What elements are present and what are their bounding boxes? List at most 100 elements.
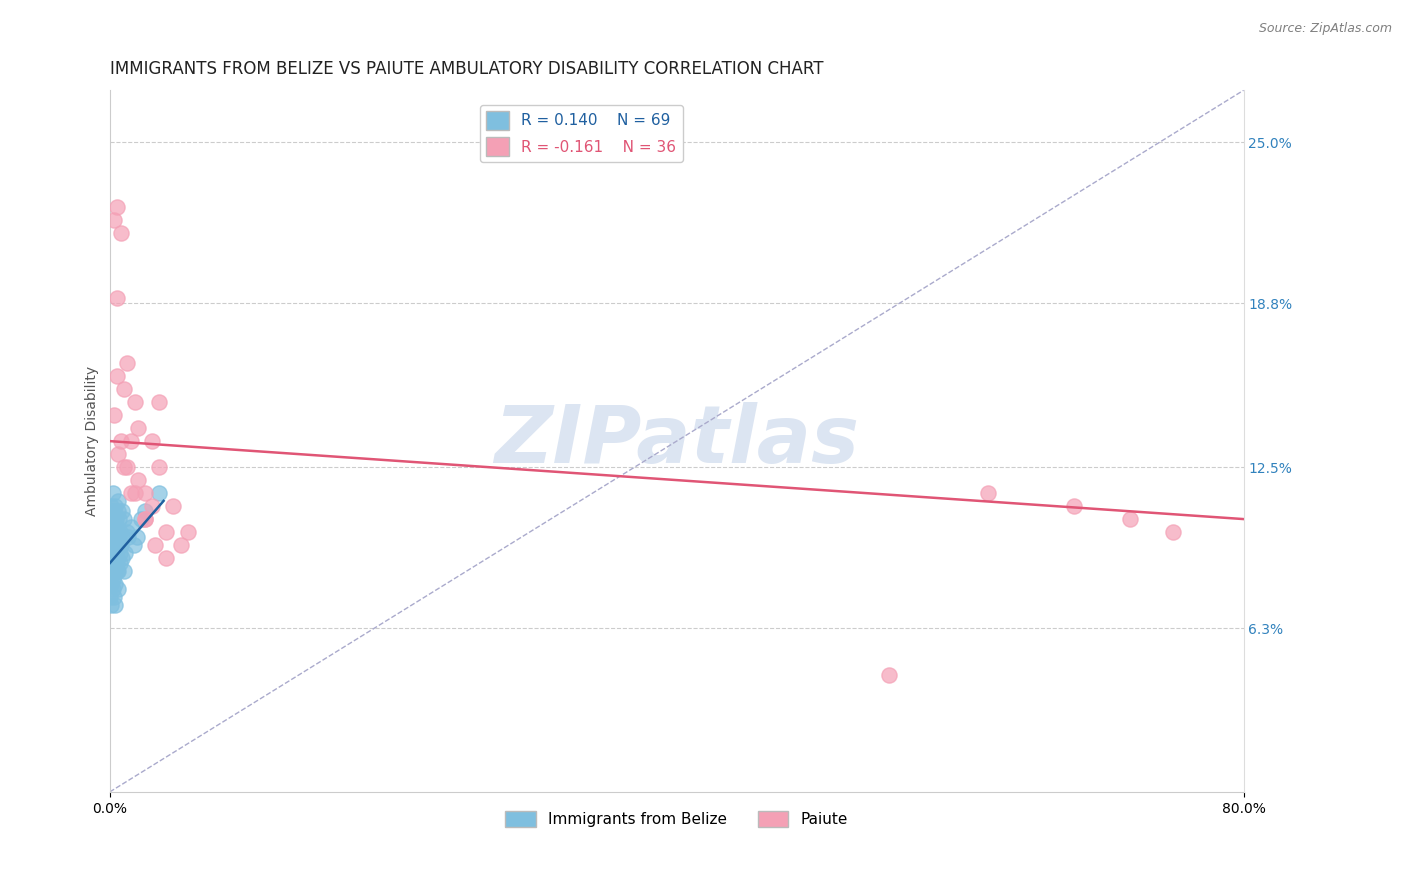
Point [101,538,124,552]
Point [103,213,125,227]
Point [877,668,900,682]
Point [134,504,156,518]
Point [134,512,156,526]
Point [143,538,166,552]
Point [105,524,128,539]
Point [107,504,129,518]
Point [105,564,128,578]
Point [100,551,122,566]
Point [105,520,128,534]
Point [105,369,128,384]
Point [108,546,131,560]
Point [100,538,122,552]
Point [105,291,128,305]
Point [101,546,124,560]
Point [169,538,191,552]
Point [104,512,127,526]
Point [103,408,125,422]
Point [104,530,127,544]
Point [100,564,122,578]
Point [120,434,142,449]
Point [104,499,127,513]
Point [176,524,198,539]
Point [1063,499,1085,513]
Point [120,486,142,500]
Point [120,520,142,534]
Point [103,538,125,552]
Point [105,551,128,566]
Text: IMMIGRANTS FROM BELIZE VS PAIUTE AMBULATORY DISABILITY CORRELATION CHART: IMMIGRANTS FROM BELIZE VS PAIUTE AMBULAT… [110,60,824,78]
Point [155,524,177,539]
Point [103,590,125,604]
Point [129,512,152,526]
Point [104,564,127,578]
Point [107,447,129,461]
Point [104,520,127,534]
Point [112,460,135,475]
Point [101,564,124,578]
Point [117,530,139,544]
Point [125,530,148,544]
Point [148,486,170,500]
Point [115,524,138,539]
Text: Source: ZipAtlas.com: Source: ZipAtlas.com [1258,22,1392,36]
Point [110,226,132,240]
Point [100,512,122,526]
Y-axis label: Ambulatory Disability: Ambulatory Disability [86,366,100,516]
Point [112,512,135,526]
Point [101,582,124,597]
Text: ZIPatlas: ZIPatlas [494,402,859,480]
Point [103,504,125,518]
Point [105,556,128,570]
Point [111,504,134,518]
Point [100,520,122,534]
Point [103,530,125,544]
Point [148,395,170,409]
Point [100,577,122,591]
Point [103,572,125,586]
Point [103,512,125,526]
Point [110,434,132,449]
Point [100,556,122,570]
Point [141,434,163,449]
Point [127,421,149,435]
Point [148,460,170,475]
Point [110,524,132,539]
Point [111,551,134,566]
Point [112,530,135,544]
Point [155,551,177,566]
Point [115,356,138,370]
Point [107,530,129,544]
Point [107,564,129,578]
Point [162,499,184,513]
Point [104,577,127,591]
Point [124,486,146,500]
Point [101,504,124,518]
Point [108,512,131,526]
Point [101,520,124,534]
Point [114,546,136,560]
Point [108,556,131,570]
Point [110,538,132,552]
Point [134,486,156,500]
Point [100,499,122,513]
Point [105,538,128,552]
Legend: Immigrants from Belize, Paiute: Immigrants from Belize, Paiute [499,805,853,833]
Point [1119,512,1142,526]
Point [107,582,129,597]
Point [115,460,138,475]
Point [101,572,124,586]
Point [977,486,1000,500]
Point [100,598,122,612]
Point [103,556,125,570]
Point [107,538,129,552]
Point [112,382,135,396]
Point [104,598,127,612]
Point [105,546,128,560]
Point [103,551,125,566]
Point [101,524,124,539]
Point [124,395,146,409]
Point [107,494,129,508]
Point [104,556,127,570]
Point [141,499,163,513]
